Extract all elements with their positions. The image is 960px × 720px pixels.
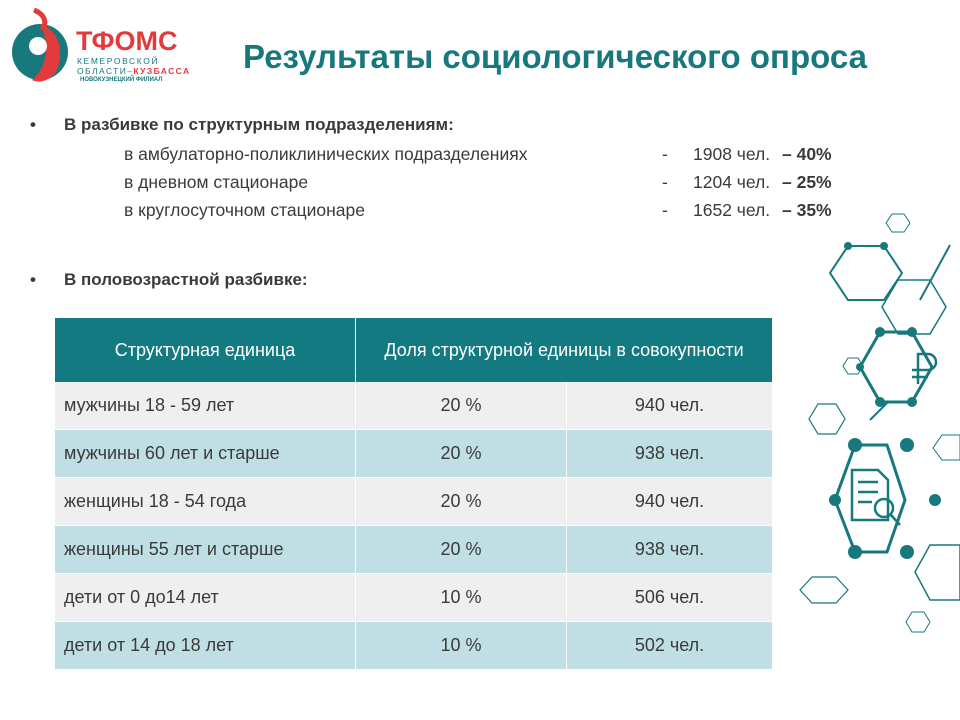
table-cell: 506 чел.: [566, 573, 773, 622]
table-row: мужчины 60 лет и старше 20 % 938 чел.: [55, 429, 773, 478]
item-share: – 35%: [782, 200, 832, 220]
item-count: 1652 чел.: [693, 200, 771, 220]
logo-line: НОВОКУЗНЕЦКИЙ ФИЛИАЛ: [80, 77, 163, 83]
item-share: – 25%: [782, 172, 832, 192]
table-cell: 938 чел.: [566, 525, 773, 574]
table-cell: 20 %: [355, 429, 567, 478]
table-cell: 940 чел.: [566, 382, 773, 430]
logo-text: КУЗБАССА: [133, 66, 191, 76]
logo-name: ТФОМС: [76, 26, 178, 56]
hex-nodes: [829, 242, 941, 559]
logo-mark: [12, 7, 68, 82]
table-row: мужчины 18 - 59 лет 20 % 940 чел.: [55, 382, 773, 430]
item-label: в круглосуточном стационаре: [124, 200, 366, 220]
item-dash: -: [662, 172, 668, 192]
table-cell: 502 чел.: [566, 621, 773, 670]
bullet-marker: •: [30, 115, 36, 134]
table-cell: 20 %: [355, 477, 567, 526]
table-cell: женщины 55 лет и старше: [55, 525, 356, 574]
table-cell: мужчины 60 лет и старше: [55, 429, 356, 478]
data-table: Структурная единица Доля структурной еди…: [55, 318, 773, 670]
item-dash: -: [662, 200, 668, 220]
item-label: в дневном стационаре: [124, 172, 309, 192]
logo-line: КЕМЕРОВСКОЙ: [77, 56, 160, 66]
table-cell: 10 %: [355, 573, 567, 622]
table-row: дети от 0 до14 лет 10 % 506 чел.: [55, 573, 773, 622]
header-cell: Доля структурной единицы в совокупности: [355, 318, 773, 382]
header-cell: Структурная единица: [55, 318, 356, 382]
table-row: женщины 18 - 54 года 20 % 940 чел.: [55, 477, 773, 526]
item-label: в амбулаторно-поликлинических подразделе…: [124, 144, 528, 164]
table-cell: мужчины 18 - 59 лет: [55, 382, 356, 430]
logo-line: ОБЛАСТИ–КУЗБАССА: [77, 66, 191, 76]
logo-text: ОБЛАСТИ: [77, 66, 128, 76]
item-count: 1908 чел.: [693, 144, 771, 164]
table-cell: 20 %: [355, 525, 567, 574]
section-heading: В разбивке по структурным подразделениям…: [64, 115, 454, 134]
slide-title: Результаты социологического опроса: [243, 38, 867, 75]
icons: [850, 352, 938, 526]
table-cell: 940 чел.: [566, 477, 773, 526]
table-cell: дети от 14 до 18 лет: [55, 621, 356, 670]
table-row: женщины 55 лет и старше 20 % 938 чел.: [55, 525, 773, 574]
item-share: – 40%: [782, 144, 832, 164]
item-dash: -: [662, 144, 668, 164]
table-cell: 10 %: [355, 621, 567, 670]
table-row: дети от 14 до 18 лет 10 % 502 чел.: [55, 621, 773, 670]
bullet-marker: •: [30, 270, 36, 289]
table-cell: 938 чел.: [566, 429, 773, 478]
table-cell: 20 %: [355, 382, 567, 430]
logo-text: –: [127, 66, 134, 76]
table-header: Структурная единица Доля структурной еди…: [55, 318, 773, 382]
section-heading: В половозрастной разбивке:: [64, 270, 308, 289]
item-count: 1204 чел.: [693, 172, 771, 192]
table-cell: дети от 0 до14 лет: [55, 573, 356, 622]
hex-decor: [799, 213, 960, 633]
table-body: мужчины 18 - 59 лет 20 % 940 чел. мужчины 6…: [55, 382, 773, 670]
table-cell: женщины 18 - 54 года: [55, 477, 356, 526]
